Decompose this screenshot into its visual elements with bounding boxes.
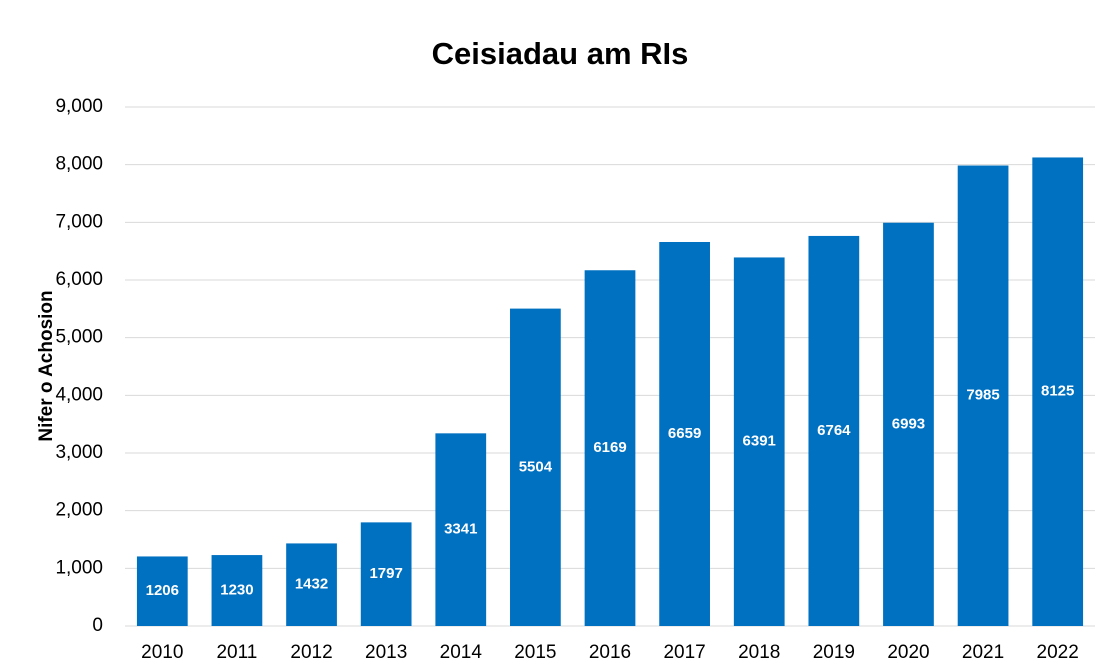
data-label: 6659 bbox=[668, 425, 701, 442]
data-label: 6993 bbox=[892, 415, 925, 432]
bar bbox=[211, 555, 263, 626]
bar bbox=[286, 543, 337, 626]
data-label: 6764 bbox=[817, 422, 851, 439]
x-tick-label: 2015 bbox=[514, 642, 556, 663]
data-label: 1230 bbox=[220, 582, 253, 599]
y-tick-label: 9,000 bbox=[55, 96, 103, 117]
data-label: 8125 bbox=[1041, 383, 1074, 400]
data-label: 3341 bbox=[444, 521, 477, 538]
data-label: 1797 bbox=[369, 565, 402, 582]
x-tick-label: 2010 bbox=[141, 642, 183, 663]
y-axis-label: Nifer o Achosion bbox=[36, 290, 57, 441]
bar bbox=[808, 235, 860, 626]
data-label: 1206 bbox=[146, 582, 179, 599]
y-tick-label: 5,000 bbox=[55, 327, 103, 348]
x-tick-label: 2016 bbox=[589, 642, 631, 663]
bar bbox=[584, 270, 636, 626]
bar bbox=[136, 556, 188, 626]
data-label: 1432 bbox=[295, 576, 328, 593]
bar bbox=[1032, 157, 1084, 627]
x-tick-label: 2020 bbox=[887, 642, 929, 663]
x-tick-label: 2012 bbox=[290, 642, 332, 663]
x-tick-label: 2019 bbox=[813, 642, 855, 663]
x-tick-label: 2018 bbox=[738, 642, 780, 663]
y-tick-label: 6,000 bbox=[55, 269, 103, 290]
x-tick-label: 2022 bbox=[1037, 642, 1079, 663]
y-tick-label: 8,000 bbox=[55, 154, 103, 175]
bar bbox=[733, 257, 785, 626]
y-tick-label: 2,000 bbox=[55, 500, 103, 521]
bar bbox=[435, 433, 487, 626]
x-tick-label: 2017 bbox=[663, 642, 705, 663]
bar bbox=[510, 308, 561, 626]
data-label: 6169 bbox=[593, 439, 626, 456]
chart-title: Ceisiadau am RIs bbox=[432, 36, 689, 71]
data-label: 6391 bbox=[743, 433, 776, 450]
x-tick-label: 2021 bbox=[962, 642, 1004, 663]
y-tick-label: 4,000 bbox=[55, 384, 103, 405]
data-label: 7985 bbox=[966, 387, 999, 404]
x-tick-label: 2013 bbox=[365, 642, 407, 663]
bar bbox=[659, 241, 710, 626]
y-tick-label: 1,000 bbox=[55, 557, 103, 578]
x-tick-label: 2011 bbox=[216, 642, 257, 663]
y-tick-label: 7,000 bbox=[55, 211, 103, 232]
y-tick-label: 0 bbox=[92, 615, 103, 636]
y-tick-label: 3,000 bbox=[55, 442, 103, 463]
x-tick-label: 2014 bbox=[440, 642, 483, 663]
bar bbox=[883, 222, 934, 626]
bar bbox=[957, 165, 1009, 626]
bar bbox=[360, 522, 412, 626]
data-label: 5504 bbox=[519, 458, 553, 475]
